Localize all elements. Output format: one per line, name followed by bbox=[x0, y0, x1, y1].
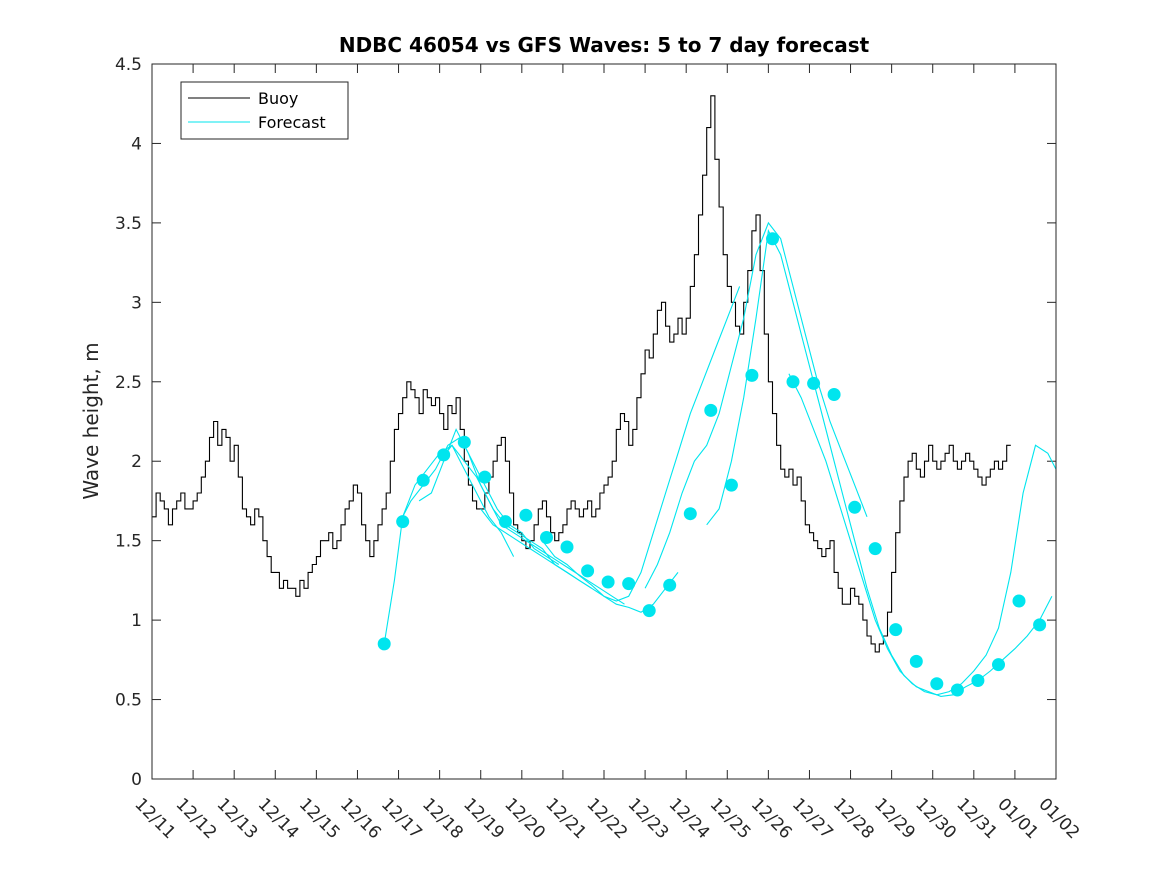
forecast-marker bbox=[786, 375, 800, 389]
y-tick-label: 2.5 bbox=[115, 373, 142, 393]
y-tick-label: 0 bbox=[131, 770, 142, 790]
forecast-marker bbox=[766, 232, 779, 246]
forecast-run-line-9 bbox=[788, 373, 1057, 696]
forecast-marker bbox=[724, 478, 738, 492]
forecast-marker bbox=[704, 403, 718, 417]
forecast-marker bbox=[930, 677, 944, 691]
forecast-marker bbox=[457, 435, 471, 449]
y-tick-label: 2 bbox=[131, 452, 142, 472]
forecast-marker bbox=[992, 658, 1005, 672]
forecast-marker bbox=[437, 448, 451, 462]
forecast-marker bbox=[889, 623, 903, 637]
y-tick-label: 3.5 bbox=[115, 214, 142, 234]
forecast-run-line-4 bbox=[439, 444, 625, 605]
y-axis-label: Wave height, m bbox=[79, 342, 103, 499]
forecast-marker bbox=[745, 368, 759, 382]
forecast-marker bbox=[601, 575, 615, 589]
series-layer bbox=[152, 95, 1057, 697]
forecast-marker bbox=[416, 473, 430, 487]
forecast-marker bbox=[478, 470, 492, 484]
y-tick-label: 1.5 bbox=[115, 532, 142, 552]
forecast-marker bbox=[396, 515, 410, 529]
forecast-run-line-7 bbox=[644, 221, 868, 589]
legend-box bbox=[180, 81, 349, 140]
y-tick-label: 4.5 bbox=[115, 55, 142, 75]
forecast-marker bbox=[1033, 618, 1047, 632]
forecast-marker bbox=[1012, 594, 1026, 608]
forecast-marker bbox=[642, 604, 656, 618]
forecast-marker bbox=[683, 507, 697, 521]
plot-area-frame bbox=[151, 63, 1057, 780]
forecast-marker bbox=[560, 540, 574, 554]
y-tick-label: 3 bbox=[131, 293, 142, 313]
buoy-series-line bbox=[152, 95, 1011, 653]
forecast-run-line-6 bbox=[541, 286, 741, 602]
legend-label-forecast: Forecast bbox=[258, 113, 326, 132]
forecast-marker bbox=[950, 683, 964, 697]
legend-label-buoy: Buoy bbox=[258, 89, 298, 108]
y-tick-label: 0.5 bbox=[115, 691, 142, 711]
forecast-marker bbox=[498, 515, 512, 529]
axis-ticks bbox=[151, 63, 1057, 780]
forecast-marker bbox=[663, 578, 677, 592]
forecast-marker bbox=[540, 531, 553, 544]
forecast-marker bbox=[909, 654, 923, 668]
forecast-marker bbox=[807, 376, 821, 390]
legend: Buoy Forecast bbox=[180, 81, 349, 140]
forecast-marker bbox=[827, 388, 841, 401]
y-tick-label: 4 bbox=[131, 134, 142, 154]
forecast-marker bbox=[848, 500, 862, 514]
forecast-marker bbox=[519, 508, 533, 522]
y-tick-label: 1 bbox=[131, 611, 142, 631]
forecast-marker bbox=[622, 577, 636, 591]
chart-title: NDBC 46054 vs GFS Waves: 5 to 7 day fore… bbox=[339, 33, 870, 57]
forecast-marker bbox=[868, 542, 882, 556]
forecast-marker bbox=[377, 637, 391, 651]
forecast-marker bbox=[581, 564, 595, 578]
forecast-marker bbox=[971, 674, 985, 687]
